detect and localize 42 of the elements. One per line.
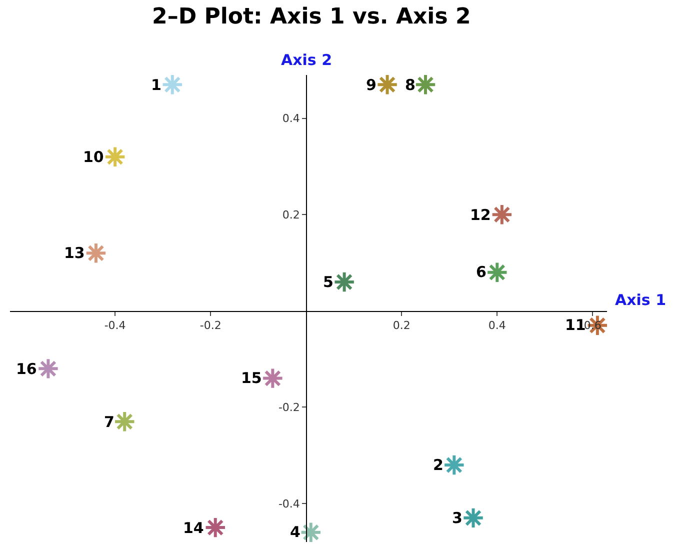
point [37, 358, 60, 380]
point [443, 454, 466, 476]
point [333, 270, 356, 294]
annotation: 9 [366, 76, 376, 94]
annotation: 1 [151, 76, 162, 94]
annotation: 3 [452, 509, 462, 527]
point [204, 516, 226, 539]
x-tick-label: 0.2 [392, 319, 410, 332]
point [104, 146, 126, 168]
annotation: 10 [83, 148, 104, 166]
x-tick-label: 0.4 [488, 319, 506, 332]
x-tick-label: -0.4 [104, 319, 126, 332]
point [486, 261, 508, 284]
x-tick-label: -0.2 [200, 319, 222, 332]
annotation: 4 [290, 523, 300, 541]
point [84, 242, 108, 264]
annotation: 8 [405, 76, 416, 94]
x-axis-title: Axis 1 [615, 291, 666, 309]
annotation: 13 [64, 244, 85, 262]
point [414, 75, 437, 96]
annotation: 7 [104, 413, 114, 431]
point [376, 75, 398, 96]
annotation: 14 [183, 519, 204, 537]
chart-title: 2–D Plot: Axis 1 vs. Axis 2 [152, 4, 471, 30]
point [161, 75, 184, 96]
point [490, 204, 514, 226]
annotation: 12 [470, 206, 491, 224]
annotation: 5 [323, 273, 334, 291]
annotation: 15 [241, 369, 262, 387]
point [300, 521, 322, 542]
y-tick-label: 0.4 [282, 112, 300, 126]
point [262, 367, 284, 390]
annotation: 11 [565, 316, 586, 334]
y-tick-label: -0.4 [278, 497, 300, 510]
annotation: 6 [476, 263, 486, 281]
y-tick-label: 0.2 [282, 208, 300, 222]
annotation: 2 [433, 456, 444, 474]
annotation: 16 [16, 360, 37, 378]
point [114, 410, 136, 433]
point [462, 506, 484, 530]
y-tick-label: -0.2 [278, 401, 300, 414]
y-axis-title: Axis 2 [281, 51, 332, 69]
